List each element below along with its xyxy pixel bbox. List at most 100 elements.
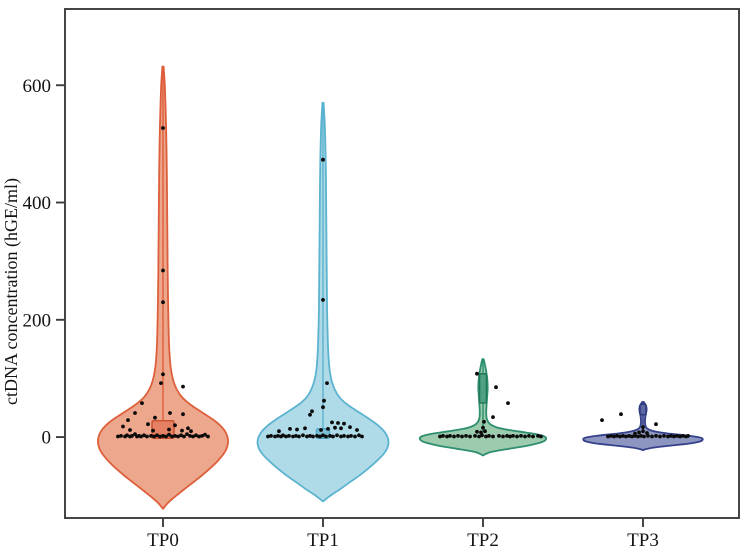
data-point	[642, 434, 646, 439]
data-point	[321, 405, 325, 410]
data-point	[475, 429, 479, 434]
box-tp3	[639, 403, 647, 416]
y-tick-label: 0	[42, 428, 52, 449]
data-point	[497, 434, 501, 438]
data-point	[487, 434, 491, 438]
data-point	[480, 433, 484, 438]
data-point	[328, 434, 332, 438]
data-point	[185, 432, 189, 436]
data-point	[672, 434, 676, 439]
data-point	[505, 434, 509, 438]
data-point	[639, 434, 643, 438]
data-point	[301, 433, 305, 438]
data-point	[168, 411, 172, 415]
data-point	[173, 434, 177, 438]
data-point	[315, 434, 319, 438]
data-point	[606, 434, 610, 439]
data-point	[167, 432, 171, 437]
data-point	[618, 434, 622, 439]
data-point	[482, 419, 486, 424]
data-point	[188, 434, 192, 438]
data-point	[311, 434, 315, 439]
data-point	[269, 434, 273, 438]
data-point	[491, 434, 495, 439]
data-point	[200, 434, 204, 438]
data-point	[142, 433, 146, 438]
data-point	[291, 434, 295, 439]
data-point	[508, 434, 512, 439]
data-point	[662, 434, 666, 438]
data-point	[319, 428, 323, 432]
data-point	[170, 434, 174, 439]
data-point	[197, 434, 201, 439]
data-point	[121, 424, 125, 429]
data-point	[140, 401, 144, 405]
data-point	[308, 434, 312, 438]
data-point	[630, 434, 634, 439]
data-point	[477, 434, 481, 439]
violin-group-tp2	[418, 358, 548, 457]
data-point	[277, 429, 281, 434]
data-point	[330, 420, 334, 425]
data-point	[636, 434, 640, 439]
data-point	[181, 412, 185, 417]
data-point	[158, 434, 162, 439]
data-point	[536, 434, 540, 438]
data-point	[479, 430, 483, 435]
data-point	[669, 434, 673, 438]
data-point	[609, 434, 613, 438]
data-point	[650, 434, 654, 439]
data-point	[119, 434, 123, 438]
data-point	[519, 434, 523, 438]
y-tick-label: 400	[23, 193, 52, 214]
y-axis-title: ctDNA concentration (hGE/ml)	[1, 178, 22, 405]
data-point	[194, 433, 198, 438]
data-point	[627, 434, 631, 438]
data-point	[146, 422, 150, 427]
data-point	[621, 434, 625, 438]
data-point	[125, 433, 129, 438]
plot-frame	[64, 8, 740, 519]
data-point	[206, 434, 210, 439]
data-point	[531, 434, 535, 439]
data-point	[189, 429, 193, 434]
data-point	[678, 434, 682, 439]
data-point	[159, 381, 163, 385]
data-point	[615, 434, 619, 438]
data-point	[464, 434, 468, 438]
data-point	[161, 268, 165, 273]
data-point	[164, 434, 168, 439]
data-point	[348, 425, 352, 429]
data-point	[191, 434, 195, 439]
data-point	[321, 157, 325, 162]
x-tick-label-tp2: TP2	[467, 530, 499, 551]
data-point	[539, 434, 543, 439]
data-point	[658, 434, 662, 439]
data-point	[633, 431, 637, 436]
data-point	[506, 401, 510, 405]
data-point	[333, 425, 337, 430]
data-point	[297, 434, 301, 439]
data-point	[130, 434, 134, 438]
data-point	[176, 434, 180, 439]
data-point	[360, 434, 364, 439]
data-point	[624, 434, 628, 439]
data-point	[686, 434, 690, 438]
data-point	[180, 428, 184, 433]
data-point	[173, 423, 177, 428]
data-point	[305, 434, 309, 439]
data-point	[666, 434, 670, 439]
data-point	[654, 434, 658, 438]
data-point	[445, 434, 449, 439]
data-point	[641, 429, 645, 434]
data-point	[284, 434, 288, 439]
data-point	[321, 298, 325, 302]
data-point	[331, 434, 335, 439]
data-point	[355, 428, 359, 432]
data-point	[339, 434, 343, 439]
data-point	[133, 411, 137, 415]
data-point	[182, 434, 186, 439]
data-point	[460, 434, 464, 439]
data-point	[349, 434, 353, 438]
